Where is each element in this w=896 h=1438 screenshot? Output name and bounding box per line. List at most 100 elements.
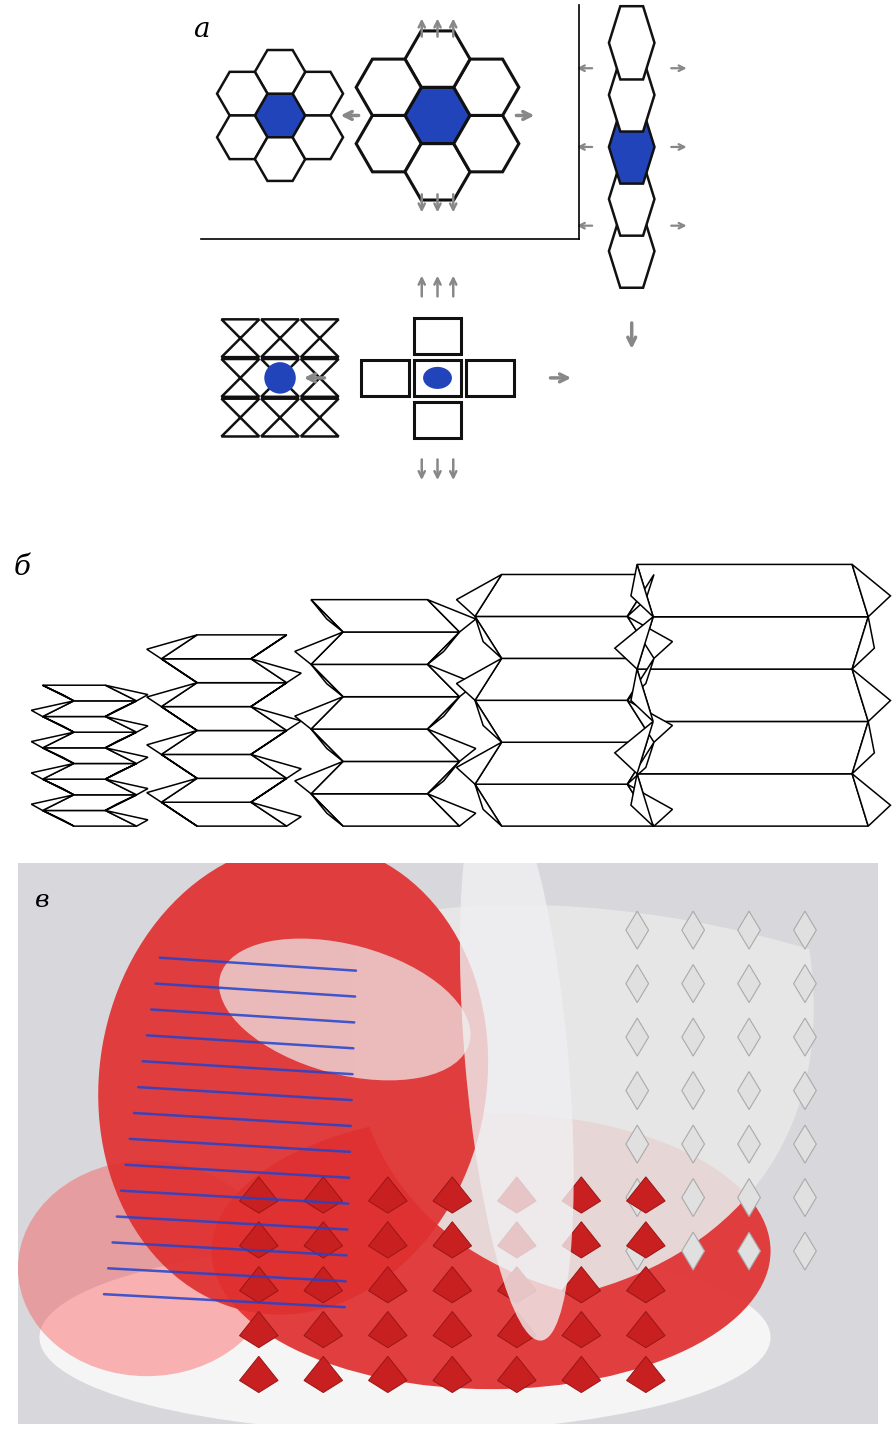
Bar <box>414 401 461 439</box>
Polygon shape <box>475 700 502 742</box>
Polygon shape <box>311 664 460 697</box>
Polygon shape <box>43 686 137 700</box>
Polygon shape <box>311 697 460 729</box>
Polygon shape <box>497 1267 536 1303</box>
Polygon shape <box>682 965 704 1002</box>
Polygon shape <box>615 617 653 669</box>
Polygon shape <box>427 729 476 762</box>
Polygon shape <box>627 575 654 617</box>
Polygon shape <box>427 664 476 697</box>
Polygon shape <box>304 1176 342 1214</box>
Polygon shape <box>427 633 460 664</box>
Polygon shape <box>106 732 137 748</box>
Bar <box>414 360 461 397</box>
Polygon shape <box>794 965 816 1002</box>
Polygon shape <box>368 1267 407 1303</box>
Polygon shape <box>261 360 299 397</box>
Polygon shape <box>562 1267 600 1303</box>
Polygon shape <box>311 729 343 762</box>
Polygon shape <box>475 742 654 784</box>
Text: а: а <box>194 16 210 43</box>
Polygon shape <box>161 706 197 731</box>
Polygon shape <box>682 1125 704 1163</box>
Polygon shape <box>106 716 148 732</box>
Polygon shape <box>43 686 74 700</box>
Polygon shape <box>475 617 654 659</box>
Polygon shape <box>427 600 476 633</box>
Polygon shape <box>43 700 137 716</box>
Polygon shape <box>626 1125 649 1163</box>
Text: б: б <box>13 555 30 581</box>
Polygon shape <box>251 706 301 731</box>
Polygon shape <box>161 778 287 802</box>
Polygon shape <box>43 748 74 764</box>
Polygon shape <box>852 774 891 825</box>
Polygon shape <box>311 600 460 633</box>
Polygon shape <box>221 398 259 437</box>
Polygon shape <box>852 722 874 774</box>
Polygon shape <box>106 779 148 795</box>
Bar <box>467 360 513 397</box>
Polygon shape <box>311 633 460 664</box>
Polygon shape <box>301 319 339 357</box>
Polygon shape <box>43 732 137 748</box>
Polygon shape <box>626 1179 649 1217</box>
Polygon shape <box>147 683 197 706</box>
Polygon shape <box>637 722 868 774</box>
Polygon shape <box>368 1222 407 1258</box>
Polygon shape <box>239 1311 278 1347</box>
Ellipse shape <box>423 367 452 388</box>
Polygon shape <box>43 779 74 795</box>
Polygon shape <box>251 659 301 683</box>
Polygon shape <box>626 912 649 949</box>
Text: в: в <box>35 889 49 912</box>
Polygon shape <box>852 617 874 669</box>
Polygon shape <box>356 115 421 171</box>
Polygon shape <box>453 115 519 171</box>
Polygon shape <box>239 1176 278 1214</box>
Polygon shape <box>295 762 343 794</box>
Polygon shape <box>682 1071 704 1110</box>
Polygon shape <box>433 1311 471 1347</box>
Polygon shape <box>631 669 653 722</box>
Polygon shape <box>405 32 470 88</box>
Polygon shape <box>427 762 460 794</box>
Polygon shape <box>161 659 287 683</box>
Polygon shape <box>405 144 470 200</box>
Polygon shape <box>637 617 868 669</box>
Polygon shape <box>609 214 654 288</box>
Polygon shape <box>304 1356 342 1392</box>
Polygon shape <box>161 683 287 706</box>
Polygon shape <box>147 636 197 659</box>
Polygon shape <box>368 1356 407 1392</box>
Polygon shape <box>311 600 343 633</box>
Polygon shape <box>106 764 137 779</box>
Polygon shape <box>497 1356 536 1392</box>
Polygon shape <box>475 575 654 617</box>
Polygon shape <box>497 1176 536 1214</box>
Polygon shape <box>737 1018 761 1055</box>
Polygon shape <box>356 59 421 115</box>
Polygon shape <box>304 1222 342 1258</box>
Polygon shape <box>295 697 343 729</box>
Polygon shape <box>31 764 74 779</box>
Polygon shape <box>311 729 460 762</box>
Polygon shape <box>311 794 343 825</box>
Polygon shape <box>405 88 470 144</box>
Polygon shape <box>615 722 653 774</box>
Polygon shape <box>852 669 891 722</box>
Polygon shape <box>433 1222 471 1258</box>
Polygon shape <box>682 1232 704 1270</box>
Polygon shape <box>682 1179 704 1217</box>
Polygon shape <box>637 774 868 825</box>
Polygon shape <box>251 683 287 706</box>
Polygon shape <box>221 360 259 397</box>
Ellipse shape <box>39 1242 771 1432</box>
Polygon shape <box>239 1356 278 1392</box>
Polygon shape <box>368 1311 407 1347</box>
Polygon shape <box>43 779 137 795</box>
Polygon shape <box>251 636 287 659</box>
Polygon shape <box>43 795 137 811</box>
Polygon shape <box>254 50 306 93</box>
Polygon shape <box>627 784 673 825</box>
